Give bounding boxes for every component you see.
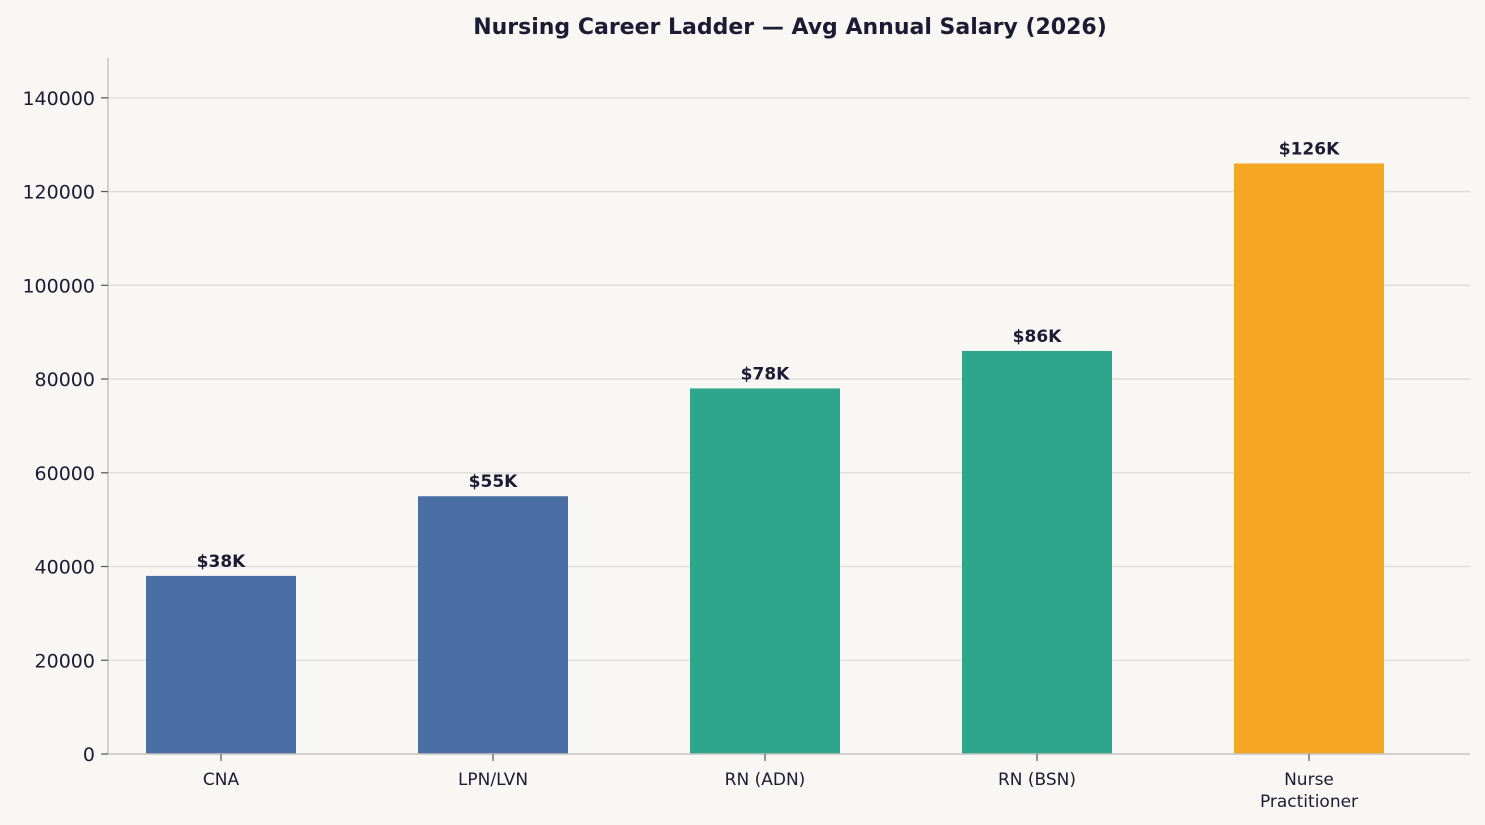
data-label-1: $55K bbox=[469, 472, 518, 492]
y-tick-label-4: 80000 bbox=[35, 369, 95, 391]
y-axis-ticks: 0 20000 40000 60000 80000 100000 120000 140000 bbox=[22, 88, 108, 766]
bar-4 bbox=[1234, 163, 1384, 755]
y-tick-label-7: 140000 bbox=[22, 88, 95, 110]
x-tick-label-line: Practitioner bbox=[1260, 792, 1358, 812]
bar-0 bbox=[146, 575, 296, 754]
data-labels: $38K $55K $78K $86K $126K bbox=[197, 139, 1340, 571]
data-label-3: $86K bbox=[1013, 327, 1062, 347]
data-label-2: $78K bbox=[741, 364, 790, 384]
x-axis-ticks: CNA LPN/LVN RN (ADN) RN (BSN) Nurse Practitio… bbox=[203, 754, 1358, 812]
x-tick-label-3: RN (BSN) bbox=[998, 770, 1076, 790]
y-tick-label-5: 100000 bbox=[22, 275, 95, 297]
y-tick-label-2: 40000 bbox=[35, 557, 95, 579]
x-tick-label-1: LPN/LVN bbox=[458, 770, 528, 790]
x-tick-label-0: CNA bbox=[203, 770, 240, 790]
bar-2 bbox=[690, 388, 840, 754]
y-tick-label-6: 120000 bbox=[22, 182, 95, 204]
x-tick-label-line: CNA bbox=[203, 770, 240, 790]
x-tick-label-2: RN (ADN) bbox=[725, 770, 806, 790]
y-tick-label-0: 0 bbox=[83, 744, 95, 766]
x-tick-label-line: LPN/LVN bbox=[458, 770, 528, 790]
y-tick-label-1: 20000 bbox=[35, 650, 95, 672]
bar-3 bbox=[962, 350, 1112, 754]
data-label-4: $126K bbox=[1279, 139, 1340, 159]
chart-title: Nursing Career Ladder — Avg Annual Salar… bbox=[473, 15, 1107, 40]
axes bbox=[107, 58, 1470, 755]
x-tick-label-line: RN (BSN) bbox=[998, 770, 1076, 790]
data-label-0: $38K bbox=[197, 552, 246, 572]
bar-1 bbox=[418, 496, 568, 754]
x-tick-label-line: Nurse bbox=[1284, 770, 1334, 790]
x-tick-label-4: Nurse Practitioner bbox=[1260, 770, 1358, 812]
y-tick-label-3: 60000 bbox=[35, 463, 95, 485]
bars bbox=[146, 163, 1384, 755]
x-tick-label-line: RN (ADN) bbox=[725, 770, 806, 790]
